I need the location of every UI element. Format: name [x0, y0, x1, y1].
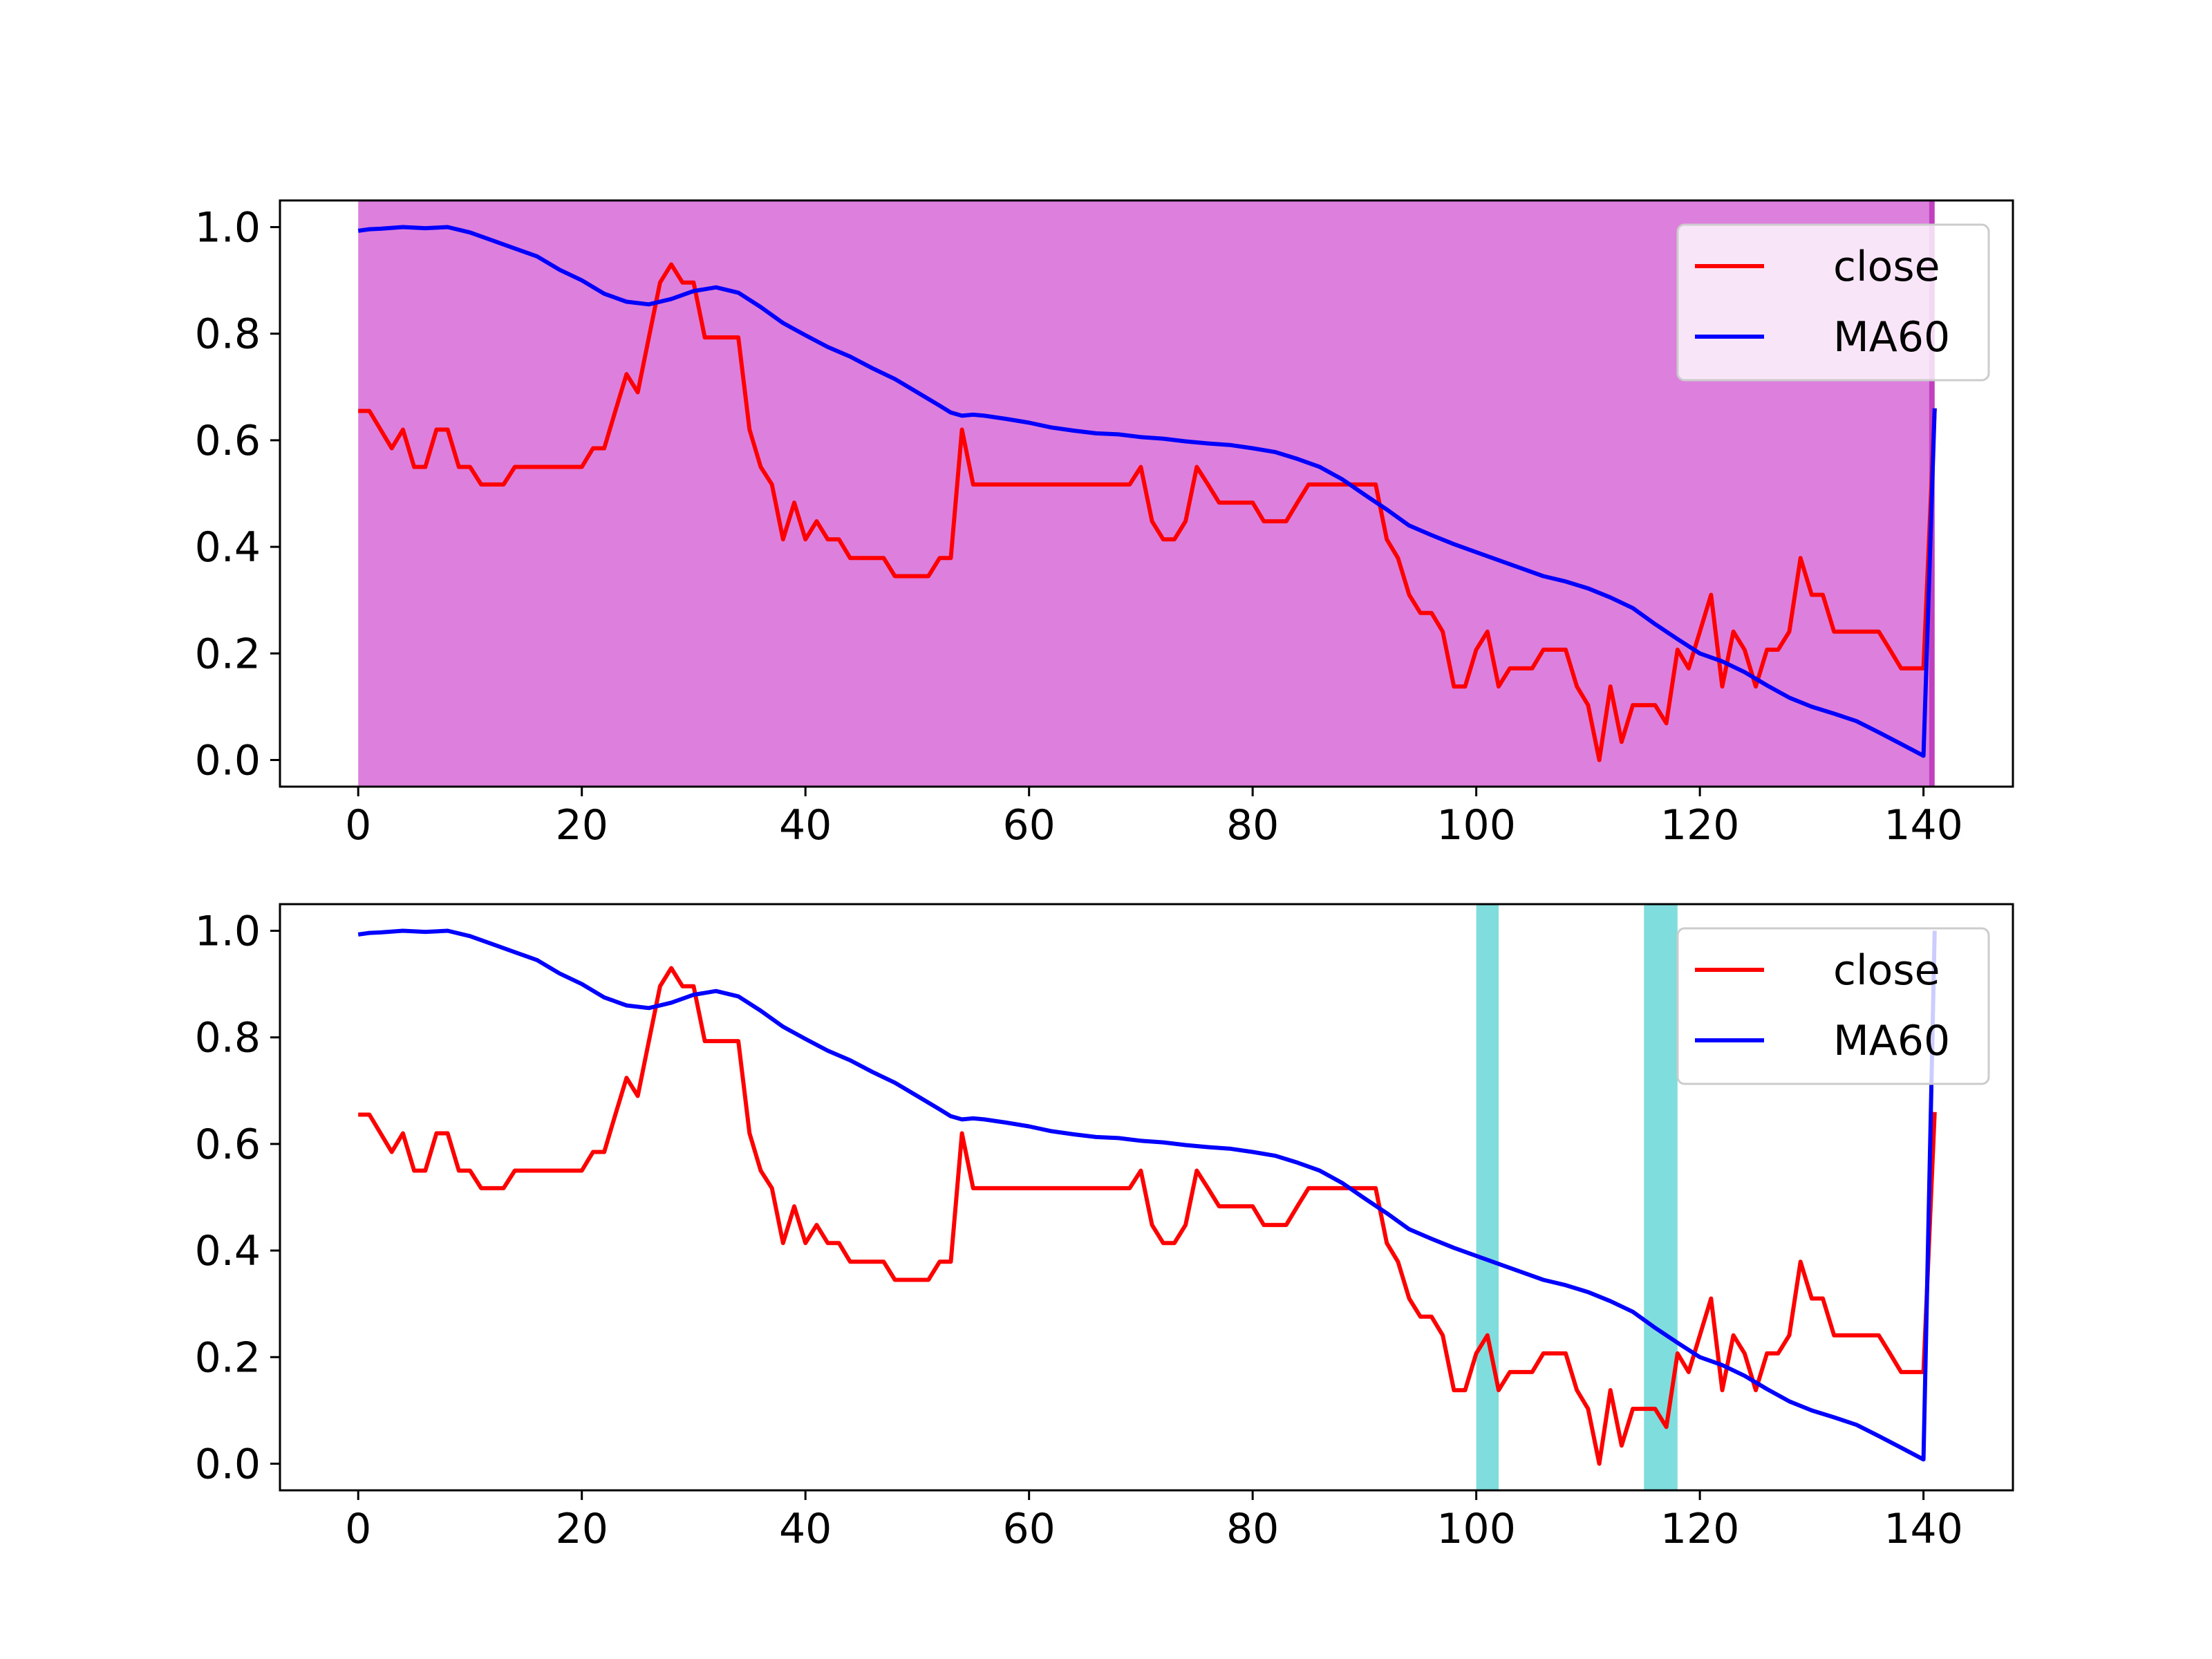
legend-box [1676, 927, 1990, 1085]
y-tick-label: 1.0 [195, 908, 261, 956]
y-tick-label: 0.6 [195, 1121, 261, 1169]
legend-label-close: close [1833, 243, 1940, 291]
y-tick-label: 0.8 [195, 1014, 261, 1062]
x-tick-label: 0 [345, 801, 371, 850]
x-tick-label: 40 [779, 801, 832, 850]
x-tick-label: 0 [345, 1505, 371, 1553]
y-tick-label: 1.0 [195, 204, 261, 252]
x-tick-label: 40 [779, 1505, 832, 1553]
y-tick-label: 0.6 [195, 417, 261, 465]
chart-panel-1: 0 20 40 60 80 100 120 140 0.0 0.2 0.4 0.6 0.8 1.0 clos… [195, 199, 2014, 850]
y-tick-label: 0.8 [195, 310, 261, 359]
axes-frame [279, 903, 2014, 1492]
x-tick-label: 120 [1660, 801, 1740, 850]
x-tick-label: 80 [1226, 1505, 1279, 1553]
y-tick-label: 0.0 [195, 736, 261, 785]
x-tick-label: 100 [1436, 1505, 1516, 1553]
series-line-close [358, 262, 1937, 762]
legend-label-ma60: MA60 [1833, 313, 1950, 362]
legend: close MA60 [1676, 927, 1990, 1085]
x-tick-label: 60 [1002, 801, 1055, 850]
series-line-ma60 [357, 225, 1937, 758]
series-line-close [358, 966, 1937, 1466]
legend-box [1676, 223, 1990, 382]
x-tick-label: 60 [1002, 1505, 1055, 1553]
x-tick-label: 20 [556, 801, 608, 850]
legend: close MA60 [1676, 223, 1990, 382]
x-tick-label: 120 [1660, 1505, 1740, 1553]
legend-label-close: close [1833, 946, 1940, 995]
x-tick-label: 140 [1884, 801, 1963, 850]
axes-frame [279, 199, 2014, 788]
chart-panel-2: 0 20 40 60 80 100 120 140 0.0 0.2 0.4 0.6 0.8 1.0 clos… [195, 903, 2014, 1553]
x-tick-label: 140 [1884, 1505, 1963, 1553]
y-tick-label: 0.2 [195, 1333, 261, 1382]
y-tick-label: 0.0 [195, 1440, 261, 1488]
x-tick-label: 100 [1436, 801, 1516, 850]
x-tick-label: 20 [556, 1505, 608, 1553]
shaded-span [1476, 904, 1499, 1490]
y-tick-label: 0.4 [195, 1227, 261, 1275]
y-tick-label: 0.2 [195, 630, 261, 678]
x-tick-label: 80 [1226, 801, 1279, 850]
y-tick-label: 0.4 [195, 523, 261, 572]
legend-label-ma60: MA60 [1833, 1017, 1950, 1065]
series-line-ma60 [357, 928, 1937, 1462]
shaded-span [1644, 904, 1678, 1490]
